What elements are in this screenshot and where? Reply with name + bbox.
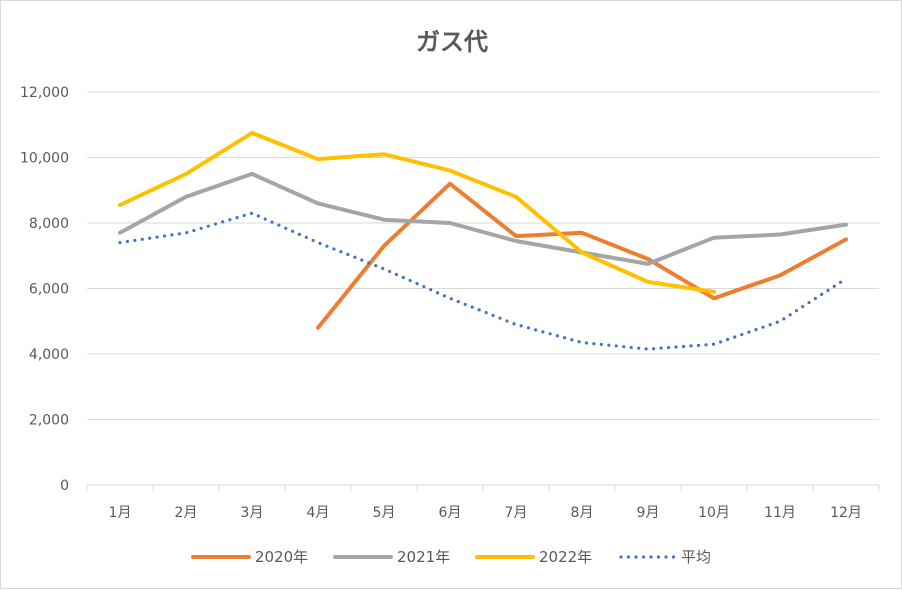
y-tick-label: 4,000 — [29, 347, 69, 363]
x-tick-label: 11月 — [764, 505, 796, 521]
x-tick-label: 3月 — [241, 505, 264, 521]
y-tick-label: 8,000 — [29, 216, 69, 232]
legend-label-0: 2020年 — [255, 548, 308, 566]
x-tick-label: 1月 — [109, 505, 132, 521]
legend: 2020年 2021年 2022年 平均 — [191, 548, 711, 566]
y-tick-label: 0 — [60, 478, 69, 494]
legend-label-3: 平均 — [681, 548, 711, 566]
x-tick-label: 9月 — [637, 505, 660, 521]
x-tick-label: 6月 — [439, 505, 462, 521]
chart-title: ガス代 — [416, 28, 488, 56]
gridlines — [87, 91, 879, 420]
series-line-2 — [118, 130, 716, 294]
x-tick-label: 12月 — [830, 505, 862, 521]
axes: 0 2,000 4,000 6,000 8,000 10,000 12,000 1月 2月 3月 4… — [20, 85, 880, 521]
series-line-1 — [118, 171, 848, 266]
y-tick-label: 6,000 — [29, 282, 69, 298]
x-tick-label: 7月 — [505, 505, 528, 521]
series-lines — [118, 130, 848, 351]
x-tick-label: 8月 — [571, 505, 594, 521]
legend-label-2: 2022年 — [539, 548, 592, 566]
x-tick-label: 10月 — [698, 505, 730, 521]
legend-label-1: 2021年 — [397, 548, 450, 566]
y-tick-label: 2,000 — [29, 413, 69, 429]
series-line-0 — [316, 181, 848, 330]
y-tick-label: 10,000 — [20, 151, 69, 167]
x-tick-label: 2月 — [175, 505, 198, 521]
x-tick-label: 5月 — [373, 505, 396, 521]
y-tick-label: 12,000 — [20, 85, 69, 101]
x-tick-label: 4月 — [307, 505, 330, 521]
